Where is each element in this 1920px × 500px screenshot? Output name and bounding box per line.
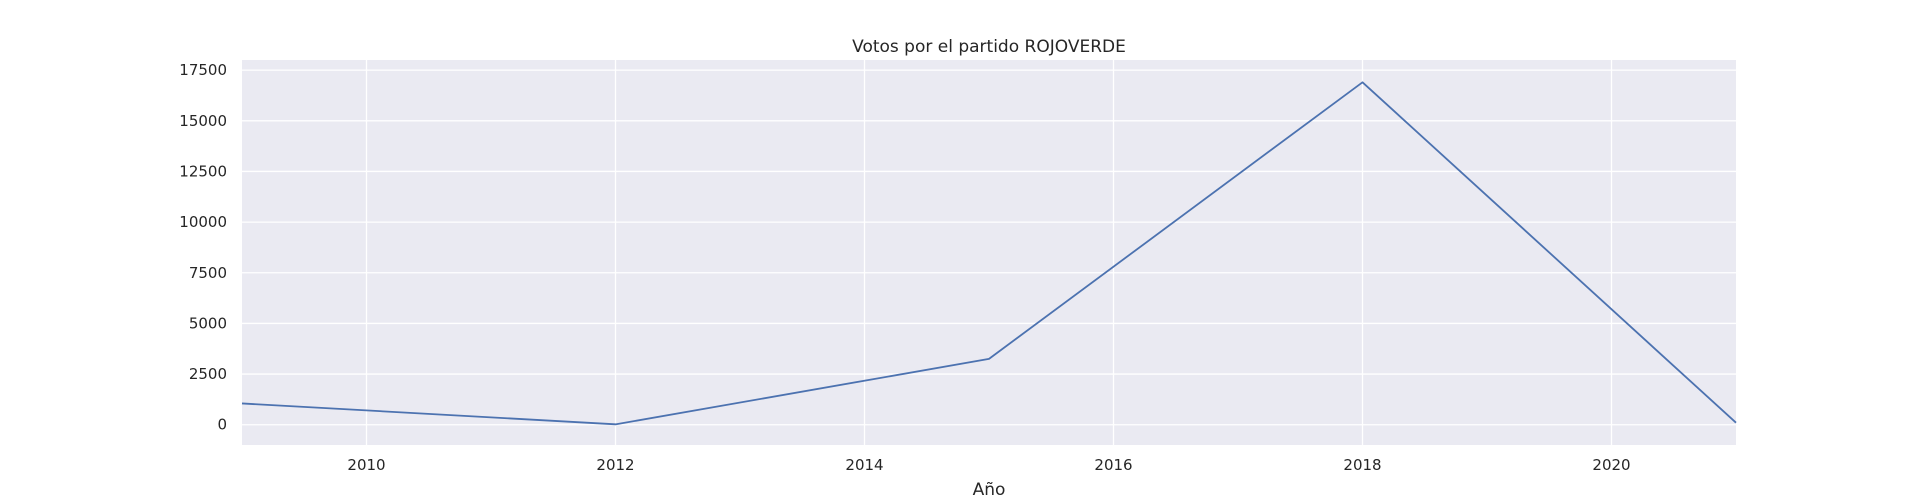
x-tick-label: 2014 — [845, 456, 883, 474]
y-tick-label: 17500 — [179, 61, 227, 79]
x-tick-label: 2010 — [347, 456, 385, 474]
series-layer — [241, 81, 1737, 426]
y-tick-label: 10000 — [179, 213, 227, 231]
y-tick-label: 2500 — [189, 365, 227, 383]
y-tick-label: 12500 — [179, 162, 227, 180]
x-tick-label: 2016 — [1094, 456, 1132, 474]
x-axis-label: Año — [973, 480, 1006, 500]
chart-title: Votos por el partido ROJOVERDE — [852, 37, 1126, 57]
x-axis-tick-labels: 2010 2012 2014 2016 2018 2020 — [347, 456, 1630, 474]
y-tick-label: 0 — [217, 416, 227, 434]
grid-lines — [242, 60, 1736, 445]
y-tick-label: 5000 — [189, 314, 227, 332]
x-tick-label: 2012 — [596, 456, 634, 474]
y-axis-tick-labels: 0 2500 5000 7500 10000 12500 15000 17500 — [179, 61, 227, 434]
y-tick-label: 15000 — [179, 112, 227, 130]
series-line — [241, 81, 1737, 426]
y-tick-label: 7500 — [189, 264, 227, 282]
x-tick-label: 2018 — [1343, 456, 1381, 474]
plot-area — [242, 60, 1736, 445]
x-tick-label: 2020 — [1592, 456, 1630, 474]
